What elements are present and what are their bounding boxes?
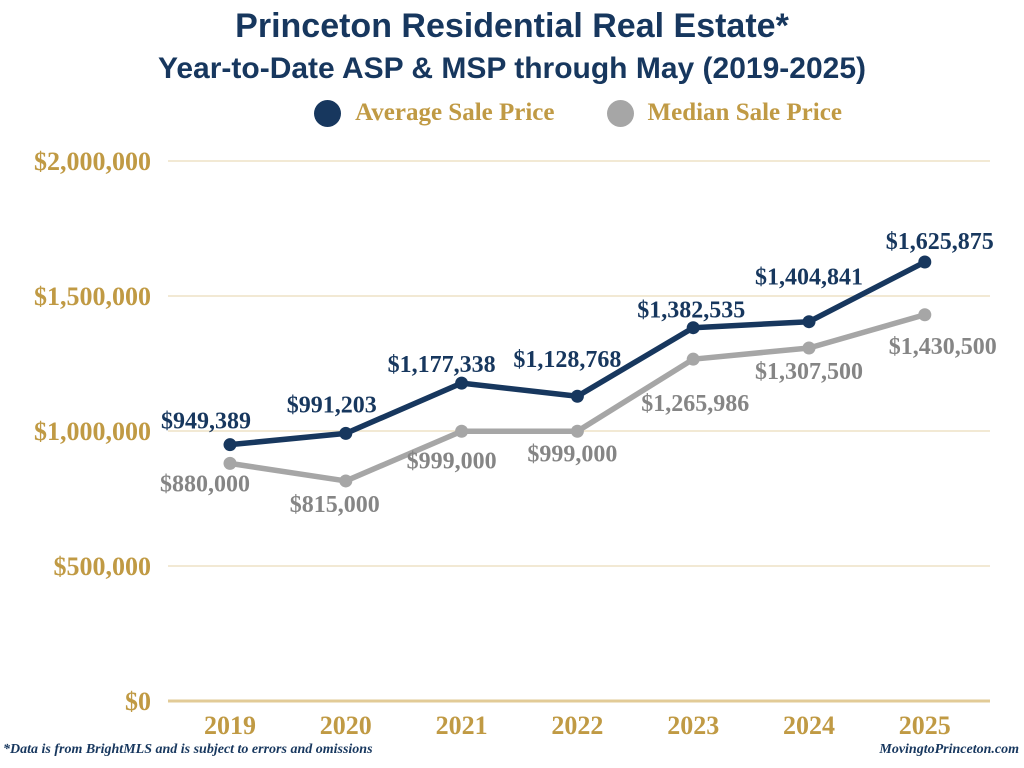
data-source-footnote: *Data is from BrightMLS and is subject t… (3, 742, 373, 757)
average-sale-price-point-label: $991,203 (287, 392, 377, 418)
average-sale-price-point (686, 321, 700, 335)
median-sale-price-point (223, 456, 237, 470)
average-sale-price-point-label: $1,382,535 (637, 298, 745, 324)
x-axis-label: 2023 (667, 711, 719, 740)
average-sale-price-point (570, 389, 584, 403)
median-sale-price-point-label: $1,265,986 (641, 391, 749, 417)
median-sale-price-legend-label: Median Sale Price (647, 99, 842, 126)
website-credit: MovingtoPrinceton.com (879, 742, 1019, 757)
average-sale-price-point-label: $1,625,875 (886, 229, 994, 255)
x-axis-label: 2024 (783, 711, 835, 740)
median-sale-price-point-label: $1,430,500 (889, 334, 997, 360)
average-sale-price-point-label: $1,177,338 (388, 352, 496, 378)
x-axis-label: 2022 (551, 711, 603, 740)
median-sale-price-point-label: $1,307,500 (755, 359, 863, 385)
average-sale-price-legend-label: Average Sale Price (355, 99, 555, 126)
average-sale-price-point (339, 426, 353, 440)
chart-subtitle: Year-to-Date ASP & MSP through May (2019… (158, 52, 866, 85)
x-axis-label: 2019 (204, 711, 256, 740)
average-sale-price-point-label: $1,128,768 (513, 347, 621, 373)
average-sale-price-point-label: $1,404,841 (755, 265, 863, 291)
median-sale-price-point (339, 474, 353, 488)
y-axis-label: $1,000,000 (34, 417, 151, 446)
average-sale-price-point (223, 438, 237, 452)
y-axis-label: $0 (125, 687, 151, 716)
legend-item-median-sale-price: Median Sale Price (606, 99, 842, 127)
median-sale-price-point (686, 352, 700, 366)
median-sale-price-point-label: $815,000 (290, 492, 380, 518)
median-sale-price-point (918, 308, 932, 322)
legend: Average Sale Price Median Sale Price (66, 99, 1024, 127)
x-axis-label: 2025 (899, 711, 951, 740)
average-sale-price-point-label: $949,389 (161, 409, 251, 435)
average-sale-price-marker-icon (314, 99, 342, 127)
x-axis-label: 2021 (436, 711, 488, 740)
y-axis-label: $1,500,000 (34, 282, 151, 311)
median-sale-price-point-label: $999,000 (407, 448, 497, 474)
chart-title: Princeton Residential Real Estate* (235, 7, 789, 45)
median-sale-price-marker-icon (606, 99, 634, 127)
median-sale-price-point (570, 424, 584, 438)
median-sale-price-point (455, 424, 469, 438)
median-sale-price-point-label: $880,000 (160, 471, 250, 497)
legend-item-average-sale-price: Average Sale Price (314, 99, 555, 127)
median-sale-price-point (802, 341, 816, 355)
x-axis-label: 2020 (320, 711, 372, 740)
average-sale-price-point (455, 376, 469, 390)
average-sale-price-point (918, 255, 932, 269)
average-sale-price-point (802, 315, 816, 329)
y-axis-label: $500,000 (54, 552, 152, 581)
y-axis-label: $2,000,000 (34, 147, 151, 176)
median-sale-price-point-label: $999,000 (527, 441, 617, 467)
